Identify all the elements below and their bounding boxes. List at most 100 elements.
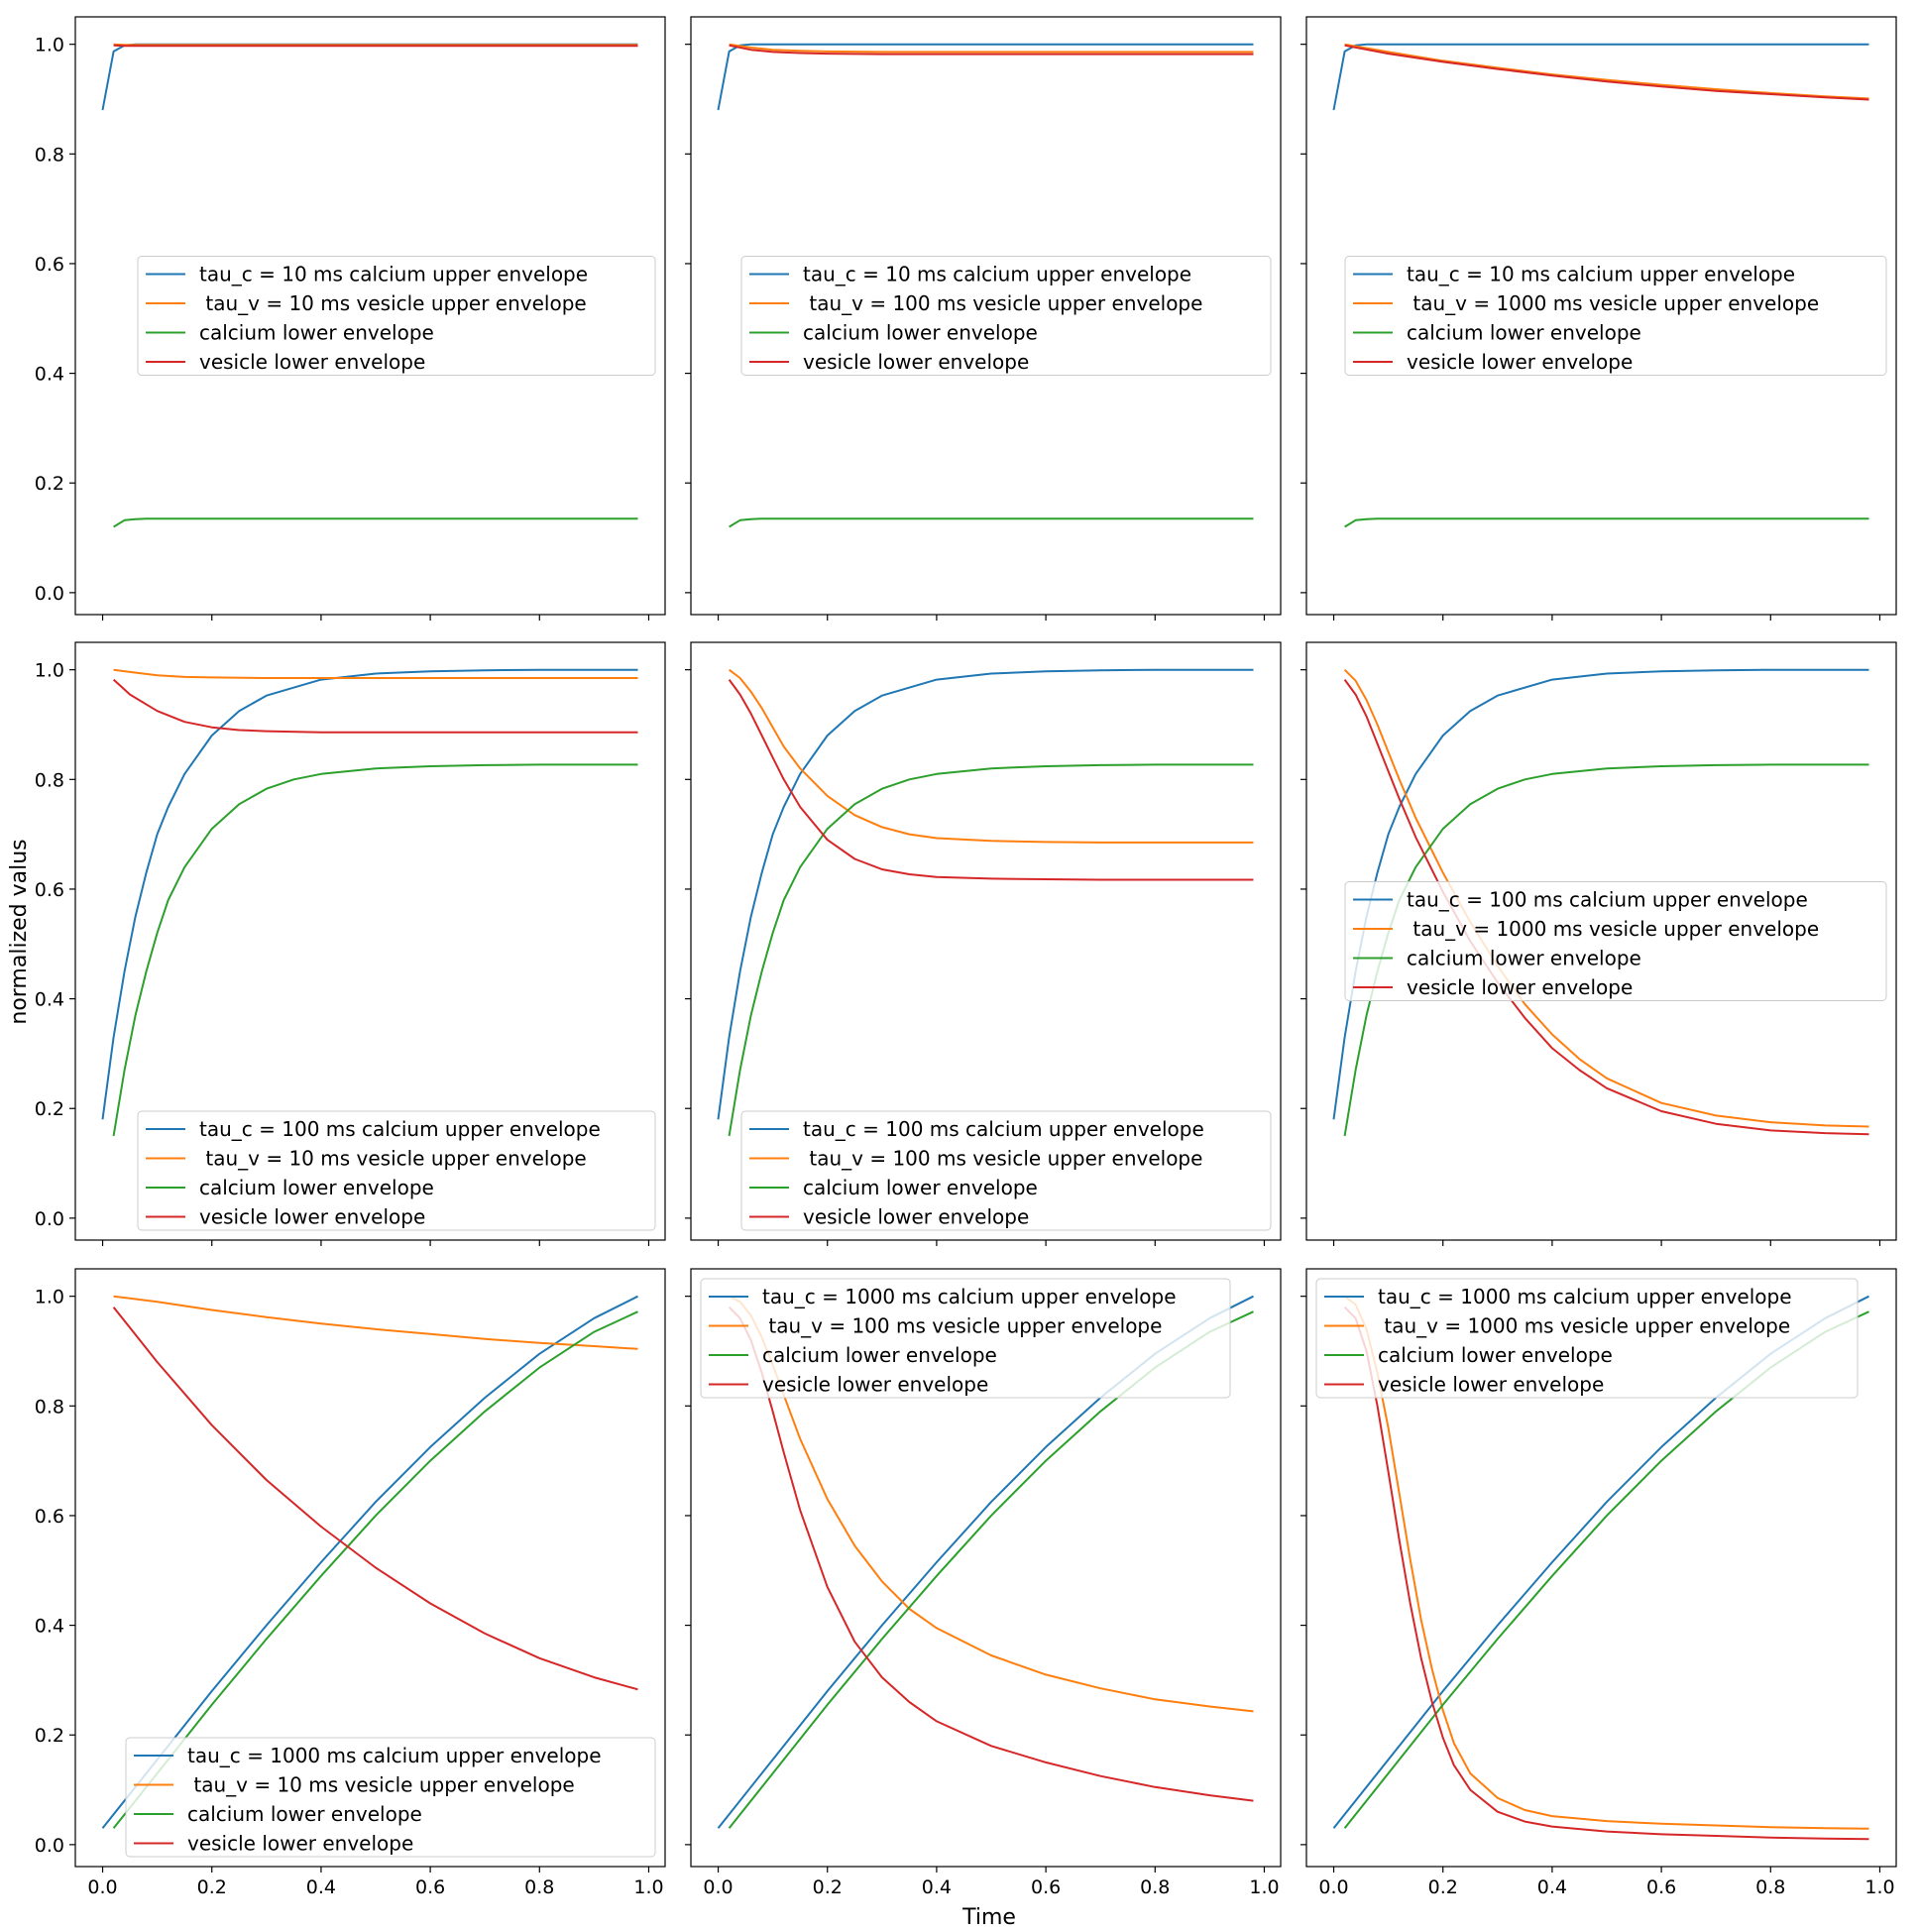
legend: tau_c = 10 ms calcium upper envelope tau… — [1344, 256, 1887, 376]
legend-label: tau_c = 1000 ms calcium upper envelope — [187, 1744, 602, 1767]
legend: tau_c = 100 ms calcium upper envelope ta… — [1344, 881, 1887, 1001]
axes-frame — [74, 16, 666, 616]
axes-frame — [1305, 1268, 1897, 1868]
legend-label: tau_v = 10 ms vesicle upper envelope — [187, 1773, 575, 1797]
x-tick-label: 0.8 — [1140, 1876, 1170, 1898]
subplot-r1-c3: tau_c = 10 ms calcium upper envelope tau… — [1300, 16, 1897, 621]
series-line-vesicle-lower — [112, 1307, 638, 1691]
y-tick-label: 1.0 — [35, 35, 64, 57]
series-line-calcium-lower — [112, 1310, 638, 1829]
series-line-calcium-upper — [717, 43, 1254, 111]
series-line-vesicle-lower — [112, 678, 638, 734]
series-line-calcium-upper — [717, 668, 1254, 1120]
subplot-r3-c3: 0.0 0.2 0.4 0.6 0.8 1.0 tau_c = 1000 ms calciu… — [1300, 1268, 1897, 1898]
legend-box — [1315, 1278, 1859, 1399]
x-tick-label: 0.4 — [922, 1876, 952, 1898]
y-tick-label: 1.0 — [35, 660, 64, 682]
legend-box — [1344, 881, 1887, 1001]
legend-box — [740, 256, 1272, 376]
legend: tau_c = 1000 ms calcium upper envelope t… — [125, 1737, 656, 1858]
legend-box — [125, 1737, 656, 1858]
legend-label: calcium lower envelope — [762, 1343, 997, 1367]
y-tick-label: 0.0 — [35, 583, 64, 605]
legend-label: tau_v = 1000 ms vesicle upper envelope — [1407, 291, 1819, 315]
subplot-r3-c1: 0.0 0.2 0.4 0.6 0.8 1.0 0.0 0.2 0.4 0.6 0.8 1.0 tau_… — [35, 1268, 666, 1898]
axes-frame — [74, 641, 666, 1241]
axes-frame — [690, 641, 1282, 1241]
y-tick-label: 0.4 — [35, 364, 64, 386]
x-tick-label: 0.6 — [1646, 1876, 1676, 1898]
series-line-vesicle-upper — [113, 1295, 638, 1350]
y-tick-label: 0.6 — [35, 254, 64, 276]
legend-label: tau_v = 1000 ms vesicle upper envelope — [1378, 1314, 1790, 1338]
y-tick-label: 1.0 — [35, 1287, 64, 1308]
legend-label: vesicle lower envelope — [803, 350, 1029, 374]
legend: tau_c = 1000 ms calcium upper envelope t… — [700, 1278, 1231, 1399]
x-tick-label: 0.4 — [1537, 1876, 1567, 1898]
legend-label: vesicle lower envelope — [199, 350, 425, 374]
subplot-r2-c3: tau_c = 100 ms calcium upper envelope ta… — [1300, 641, 1897, 1246]
legend-box — [700, 1278, 1231, 1399]
legend-label: tau_c = 100 ms calcium upper envelope — [1407, 888, 1808, 912]
legend-label: calcium lower envelope — [1407, 321, 1641, 345]
y-tick-label: 0.2 — [35, 473, 64, 495]
x-tick-label: 1.0 — [1249, 1876, 1279, 1898]
subplot-r2-c2: tau_c = 100 ms calcium upper envelope ta… — [685, 641, 1282, 1246]
subplot-r2-c1: 0.0 0.2 0.4 0.6 0.8 1.0 tau_c = 100 ms calcium… — [35, 641, 666, 1246]
series-line-vesicle-lower — [728, 679, 1254, 881]
y-axis-title: normalized valus — [7, 839, 32, 1024]
x-tick-label: 0.8 — [1755, 1876, 1785, 1898]
legend-label: vesicle lower envelope — [1378, 1373, 1604, 1397]
y-tick-label: 0.4 — [35, 989, 64, 1011]
legend-label: tau_c = 100 ms calcium upper envelope — [803, 1117, 1204, 1141]
x-tick-label: 0.0 — [1318, 1876, 1348, 1898]
legend-label: tau_c = 100 ms calcium upper envelope — [199, 1117, 601, 1141]
series-line-calcium-upper — [101, 1295, 638, 1829]
legend-label: tau_c = 10 ms calcium upper envelope — [803, 263, 1191, 286]
y-tick-label: 0.6 — [35, 879, 64, 901]
legend-label: vesicle lower envelope — [803, 1205, 1029, 1229]
legend-label: tau_v = 1000 ms vesicle upper envelope — [1407, 917, 1819, 941]
legend-label: tau_c = 10 ms calcium upper envelope — [199, 263, 588, 286]
series-line-calcium-lower — [728, 763, 1254, 1137]
y-tick-label: 0.8 — [35, 144, 64, 166]
legend-label: calcium lower envelope — [199, 321, 434, 345]
legend-box — [137, 256, 656, 376]
legend-label: tau_v = 10 ms vesicle upper envelope — [199, 291, 587, 315]
legend: tau_c = 1000 ms calcium upper envelope t… — [1315, 1278, 1859, 1399]
y-tick-label: 0.0 — [35, 1208, 64, 1230]
legend-label: calcium lower envelope — [187, 1802, 422, 1826]
legend: tau_c = 10 ms calcium upper envelope tau… — [137, 256, 656, 376]
subplot-r1-c1: 0.0 0.2 0.4 0.6 0.8 1.0 tau_c = 10 ms calcium … — [35, 16, 666, 621]
series-line-vesicle-lower — [113, 44, 638, 48]
x-tick-label: 0.4 — [306, 1876, 336, 1898]
legend-label: vesicle lower envelope — [199, 1205, 425, 1229]
axes-frame — [74, 1268, 666, 1868]
x-tick-label: 0.2 — [813, 1876, 843, 1898]
x-tick-label: 0.8 — [524, 1876, 554, 1898]
axes-frame — [1305, 16, 1897, 616]
y-tick-label: 0.8 — [35, 1396, 64, 1418]
x-tick-label: 0.6 — [415, 1876, 445, 1898]
legend-label: vesicle lower envelope — [1407, 350, 1633, 374]
subplot-r1-c2: tau_c = 10 ms calcium upper envelope tau… — [685, 16, 1282, 621]
legend-label: vesicle lower envelope — [187, 1832, 413, 1856]
legend-box — [740, 1110, 1272, 1231]
x-tick-label: 0.0 — [703, 1876, 733, 1898]
series-line-calcium-upper — [101, 668, 638, 1120]
legend-label: vesicle lower envelope — [1407, 975, 1633, 999]
legend: tau_c = 100 ms calcium upper envelope ta… — [740, 1110, 1272, 1231]
y-tick-label: 0.8 — [35, 769, 64, 791]
y-tick-label: 0.2 — [35, 1725, 64, 1747]
series-line-vesicle-lower — [1343, 1306, 1869, 1841]
legend-box — [137, 1110, 656, 1231]
y-tick-label: 0.2 — [35, 1098, 64, 1120]
x-tick-label: 0.2 — [1428, 1876, 1458, 1898]
x-tick-label: 0.0 — [87, 1876, 117, 1898]
legend-label: calcium lower envelope — [803, 1176, 1038, 1199]
legend-label: tau_c = 10 ms calcium upper envelope — [1407, 263, 1795, 286]
x-tick-label: 1.0 — [633, 1876, 663, 1898]
y-tick-label: 0.0 — [35, 1835, 64, 1857]
legend-label: calcium lower envelope — [199, 1176, 434, 1199]
